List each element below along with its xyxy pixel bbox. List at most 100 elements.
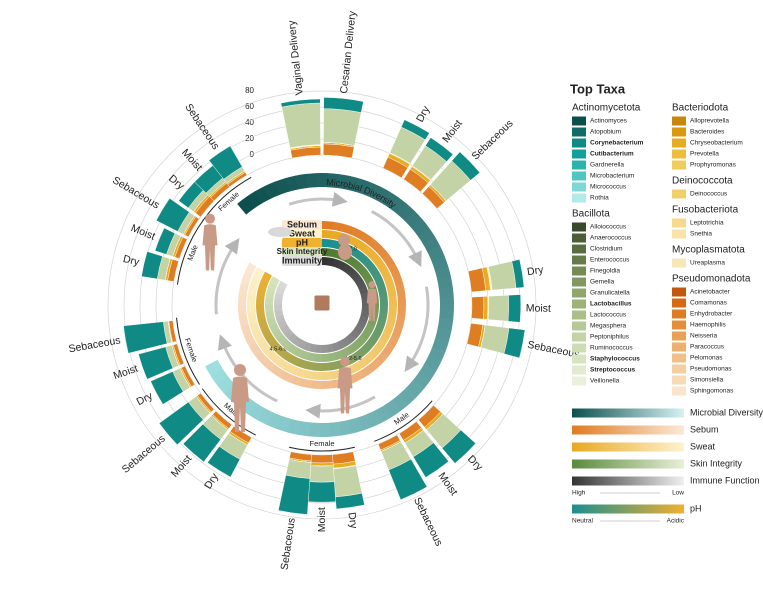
legend-item: Streptococcus <box>590 367 636 374</box>
bar-label: Sebaceous <box>120 433 168 476</box>
legend-item: Atopobium <box>590 129 621 136</box>
property-ring <box>375 245 389 260</box>
legend-group: Fusobacteriota <box>672 205 739 216</box>
bar-label: Moist <box>169 453 195 480</box>
property-ring <box>351 227 365 240</box>
property-ring <box>315 344 322 353</box>
legend-item: Rothia <box>590 195 609 202</box>
property-ring <box>237 304 247 316</box>
legend-swatch <box>672 229 686 239</box>
gradient-label: Immune Function <box>690 475 760 485</box>
bar-segment <box>388 458 428 500</box>
legend-swatch <box>572 116 586 126</box>
diversity-ring <box>390 197 408 215</box>
bar-segment <box>207 446 241 478</box>
property-ring <box>388 305 397 316</box>
property-ring <box>358 286 369 295</box>
property-ring <box>327 257 335 267</box>
property-ring <box>322 239 332 248</box>
skin-patch <box>313 294 331 312</box>
gradient-bar <box>572 504 684 514</box>
diversity-ring <box>373 186 390 204</box>
bar-segment <box>507 294 521 323</box>
legend-item: Clostridium <box>590 246 623 253</box>
property-ring <box>350 271 361 281</box>
property-ring <box>252 330 264 343</box>
legend-swatch <box>572 149 586 159</box>
legend-group: Deinococcota <box>672 176 733 187</box>
diversity-ring <box>357 413 373 431</box>
property-ring <box>360 329 372 341</box>
legend-item: Megasphera <box>590 323 627 330</box>
bar-segment <box>335 492 365 510</box>
diversity-ring <box>295 173 309 190</box>
gradient-label: Sweat <box>690 441 716 451</box>
legend-item: Acinetobacter <box>690 289 731 296</box>
bar-segment <box>425 137 454 162</box>
bar-label: Sebaceous <box>411 496 445 548</box>
legend-swatch <box>572 365 586 375</box>
property-ring <box>351 259 363 271</box>
property-ring <box>248 342 262 357</box>
property-ring <box>280 324 291 335</box>
legend-swatch <box>672 331 686 341</box>
lifecycle-arrow <box>214 238 240 315</box>
bar-segment <box>441 429 476 464</box>
property-ring <box>262 345 275 359</box>
bar-segment <box>123 321 168 354</box>
legend-swatch <box>672 287 686 297</box>
property-ring <box>249 275 261 288</box>
diversity-ring <box>413 371 431 389</box>
legend-swatch <box>572 255 586 265</box>
bar-label: Vaginal Delivery <box>286 19 306 96</box>
property-ring <box>383 276 395 289</box>
bar-segment <box>285 459 312 479</box>
property-ring <box>286 343 298 355</box>
bar-segment <box>400 119 430 141</box>
gradient-bar <box>572 476 684 486</box>
property-ring <box>311 371 322 380</box>
property-ring <box>322 221 334 230</box>
diversity-ring <box>437 317 454 331</box>
ring-label: pH <box>296 237 308 247</box>
bar-segment <box>310 462 334 467</box>
property-ring <box>256 304 265 314</box>
diversity-ring <box>428 346 446 362</box>
bar-segment <box>308 481 336 503</box>
group-arc <box>201 388 256 436</box>
diversity-ring <box>305 173 318 188</box>
property-ring <box>356 320 367 330</box>
property-ring <box>332 341 341 352</box>
bar-segment <box>451 151 481 181</box>
property-ring <box>337 260 347 271</box>
legend-item: Actinomyces <box>590 118 628 125</box>
property-ring <box>256 287 267 298</box>
diversity-ring <box>411 218 430 237</box>
human-figure <box>338 244 352 260</box>
diversity-ring <box>297 420 311 437</box>
legend-item: Finegoldia <box>590 268 620 275</box>
legend-item: Ruminococcus <box>590 345 633 352</box>
property-ring <box>380 267 392 280</box>
property-ring <box>378 287 388 298</box>
property-ring <box>240 324 252 338</box>
gradient-label: Skin Integrity <box>690 458 743 468</box>
legend-swatch <box>672 258 686 268</box>
diversity-ring <box>424 355 442 372</box>
diversity-ring <box>287 418 301 435</box>
property-ring <box>360 232 374 246</box>
legend-item: Paracoccus <box>690 344 725 351</box>
ph-range: 4.5-6.0 <box>270 346 287 352</box>
legend-item: Gemella <box>590 279 615 286</box>
ring-label-bg <box>282 229 322 239</box>
property-ring <box>368 238 382 252</box>
property-ring <box>238 282 249 296</box>
property-ring <box>238 314 249 327</box>
legend-swatch <box>672 127 686 137</box>
property-ring <box>395 283 406 296</box>
y-tick-label: 20 <box>245 134 254 143</box>
bar-segment <box>208 145 243 180</box>
property-ring <box>388 295 398 306</box>
legend-swatch <box>572 343 586 353</box>
human-figure <box>338 234 350 246</box>
